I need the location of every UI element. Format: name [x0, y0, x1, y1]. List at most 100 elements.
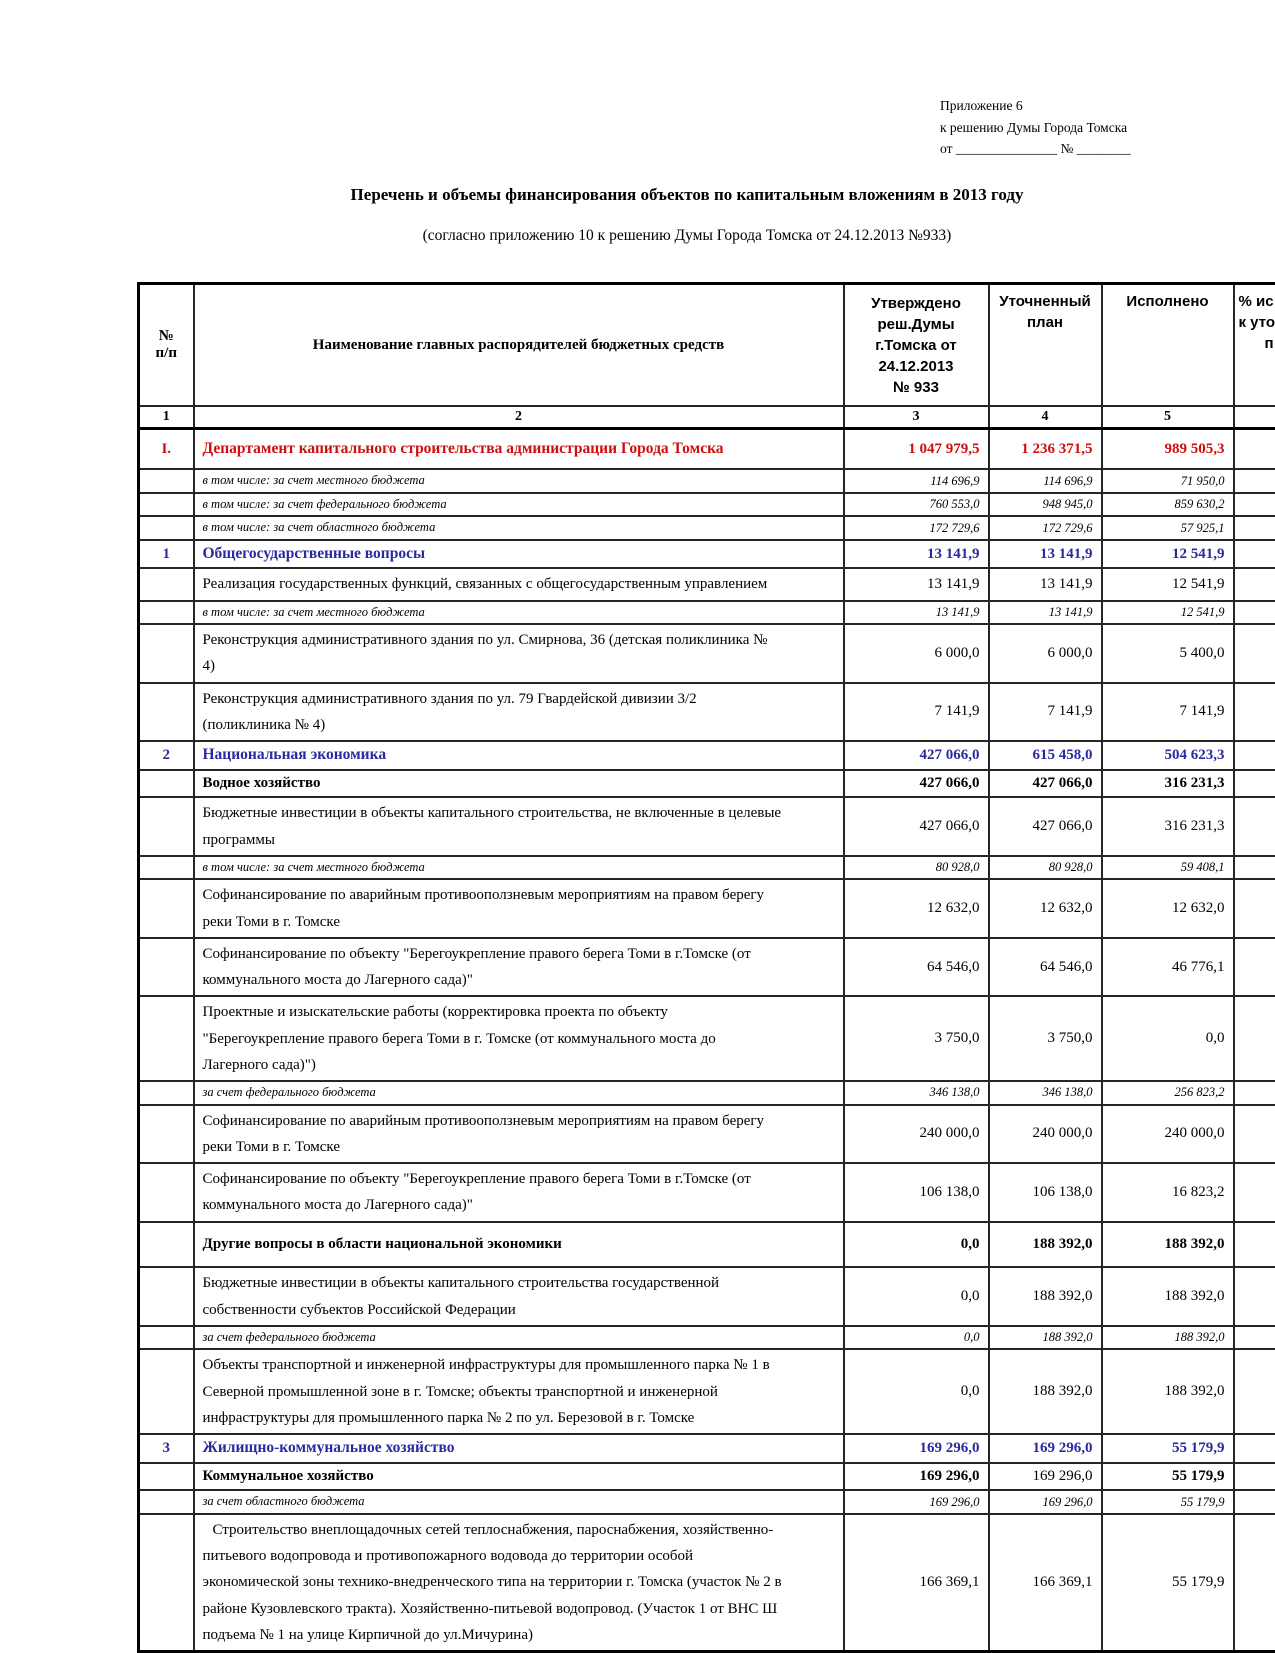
row-value: 859 630,2	[1102, 493, 1234, 517]
appendix-annotation: Приложение 6 к решению Думы Города Томск…	[940, 95, 1131, 160]
row-percent	[1234, 1105, 1275, 1164]
row-value: 55 179,9	[1102, 1514, 1234, 1652]
row-name: Другие вопросы в области национальной эк…	[194, 1222, 844, 1268]
row-number	[139, 469, 194, 493]
row-value: 169 296,0	[989, 1463, 1102, 1491]
page-subtitle: (согласно приложению 10 к решению Думы Г…	[137, 227, 1237, 245]
row-percent	[1234, 797, 1275, 856]
table-row: Другие вопросы в области национальной эк…	[139, 1222, 1275, 1268]
row-percent	[1234, 1267, 1275, 1326]
row-value: 427 066,0	[989, 770, 1102, 798]
row-number	[139, 516, 194, 540]
row-value: 13 141,9	[989, 540, 1102, 568]
table-row: Бюджетные инвестиции в объекты капитальн…	[139, 797, 1275, 856]
row-percent	[1234, 493, 1275, 517]
percent-line: к уто	[1239, 312, 1275, 333]
row-number	[139, 1267, 194, 1326]
row-percent	[1234, 1222, 1275, 1268]
row-value: 169 296,0	[844, 1463, 989, 1491]
row-number	[139, 1490, 194, 1514]
row-value: 114 696,9	[844, 469, 989, 493]
row-percent	[1234, 540, 1275, 568]
row-value: 169 296,0	[989, 1490, 1102, 1514]
row-value: 169 296,0	[844, 1434, 989, 1462]
document-header: Перечень и объемы финансирования объекто…	[137, 185, 1237, 245]
row-percent	[1234, 1490, 1275, 1514]
row-number	[139, 856, 194, 880]
row-name: за счет федерального бюджета	[194, 1081, 844, 1105]
financing-table-wrap: № п/п Наименование главных распорядителе…	[137, 282, 1275, 1653]
row-name: Департамент капитального строительства а…	[194, 429, 844, 470]
row-value: 346 138,0	[989, 1081, 1102, 1105]
page-title: Перечень и объемы финансирования объекто…	[137, 185, 1237, 205]
row-value: 169 296,0	[844, 1490, 989, 1514]
table-row: Софинансирование по аварийным противоопо…	[139, 1105, 1275, 1164]
row-value: 427 066,0	[989, 797, 1102, 856]
row-value: 71 950,0	[1102, 469, 1234, 493]
row-name: за счет областного бюджета	[194, 1490, 844, 1514]
row-name: Объекты транспортной и инженерной инфрас…	[194, 1349, 844, 1434]
column-number: 1	[139, 406, 194, 429]
table-row: Объекты транспортной и инженерной инфрас…	[139, 1349, 1275, 1434]
table-row: Проектные и изыскательские работы (корре…	[139, 996, 1275, 1081]
row-percent	[1234, 1463, 1275, 1491]
row-value: 55 179,9	[1102, 1434, 1234, 1462]
row-value: 80 928,0	[844, 856, 989, 880]
table-row: Реконструкция административного здания п…	[139, 624, 1275, 683]
row-value: 172 729,6	[989, 516, 1102, 540]
row-value: 5 400,0	[1102, 624, 1234, 683]
column-number: 4	[989, 406, 1102, 429]
col-header-num: № п/п	[139, 284, 194, 407]
row-value: 106 138,0	[989, 1163, 1102, 1222]
row-value: 166 369,1	[989, 1514, 1102, 1652]
row-value: 64 546,0	[844, 938, 989, 997]
row-name: в том числе: за счет федерального бюджет…	[194, 493, 844, 517]
row-name: Жилищно-коммунальное хозяйство	[194, 1434, 844, 1462]
row-percent	[1234, 469, 1275, 493]
percent-line: п	[1239, 333, 1275, 354]
row-name: Проектные и изыскательские работы (корре…	[194, 996, 844, 1081]
row-value: 114 696,9	[989, 469, 1102, 493]
row-value: 188 392,0	[989, 1267, 1102, 1326]
table-row: Реконструкция административного здания п…	[139, 683, 1275, 742]
table-row: I.Департамент капитального строительства…	[139, 429, 1275, 470]
row-value: 188 392,0	[1102, 1222, 1234, 1268]
row-value: 504 623,3	[1102, 741, 1234, 769]
row-number	[139, 568, 194, 600]
row-value: 13 141,9	[989, 601, 1102, 625]
row-value: 80 928,0	[989, 856, 1102, 880]
row-value: 256 823,2	[1102, 1081, 1234, 1105]
row-value: 427 066,0	[844, 741, 989, 769]
table-row: Софинансирование по объекту "Берегоукреп…	[139, 1163, 1275, 1222]
row-value: 55 179,9	[1102, 1490, 1234, 1514]
row-number	[139, 624, 194, 683]
row-value: 0,0	[844, 1326, 989, 1350]
col-header-percent: % ис к уто п	[1234, 284, 1275, 407]
row-value: 57 925,1	[1102, 516, 1234, 540]
row-name: Софинансирование по объекту "Берегоукреп…	[194, 1163, 844, 1222]
row-number: 3	[139, 1434, 194, 1462]
row-value: 1 047 979,5	[844, 429, 989, 470]
row-name: Бюджетные инвестиции в объекты капитальн…	[194, 797, 844, 856]
row-name: Софинансирование по объекту "Берегоукреп…	[194, 938, 844, 997]
column-number: 3	[844, 406, 989, 429]
row-percent	[1234, 1163, 1275, 1222]
row-number: 1	[139, 540, 194, 568]
row-value: 989 505,3	[1102, 429, 1234, 470]
table-body: I.Департамент капитального строительства…	[139, 429, 1275, 1652]
row-number	[139, 1514, 194, 1652]
row-percent	[1234, 1434, 1275, 1462]
row-value: 172 729,6	[844, 516, 989, 540]
row-value: 948 945,0	[989, 493, 1102, 517]
row-percent	[1234, 568, 1275, 600]
row-name: Софинансирование по аварийным противоопо…	[194, 1105, 844, 1164]
row-name: в том числе: за счет местного бюджета	[194, 601, 844, 625]
row-value: 166 369,1	[844, 1514, 989, 1652]
row-number	[139, 1222, 194, 1268]
row-value: 188 392,0	[989, 1349, 1102, 1434]
